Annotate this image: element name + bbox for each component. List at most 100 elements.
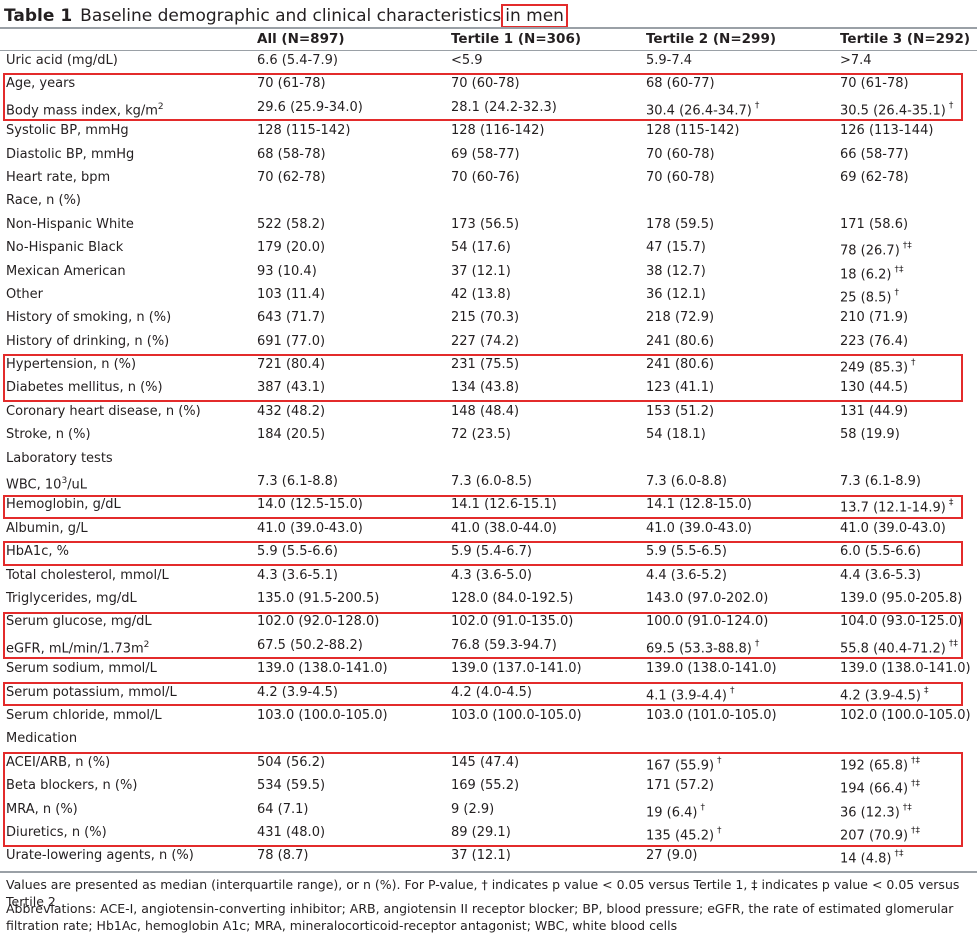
row-label: eGFR, mL/min/1.73m2	[6, 634, 149, 661]
row-label: Beta blockers, n (%)	[6, 774, 137, 797]
values-note: Values are presented as median (interqua…	[6, 877, 960, 909]
cell-value: 37 (12.1)	[451, 263, 511, 279]
cell-value: 5.9 (5.4-6.7)	[451, 544, 532, 560]
cell-value: 18 (6.2)	[840, 266, 892, 282]
cell-value: 30.5 (26.4-35.1)	[840, 103, 946, 119]
row-label-text: Heart rate, bpm	[6, 169, 111, 185]
table-row: Serum chloride, mmol/L 103.0 (100.0-105.0…	[0, 704, 977, 727]
row-label-text: Serum sodium, mmol/L	[6, 661, 157, 677]
significance-mark: †	[700, 802, 706, 813]
header-cell-tertile-3: Tertile 3 (N=292)	[840, 31, 971, 47]
table-row: ACEI/ARB, n (%) 504 (56.2) 145 (47.4) 167 (…	[0, 751, 977, 774]
value-cell: 139.0 (95.0-205.8)	[840, 587, 962, 610]
value-cell: 69.5 (53.3-88.8) †	[646, 634, 759, 661]
cell-value: 167 (55.9)	[646, 758, 715, 774]
table-caption: Baseline demographic and clinical charac…	[80, 6, 502, 26]
cell-value: 721 (80.4)	[257, 357, 326, 373]
value-cell: 70 (60-78)	[646, 143, 715, 166]
row-label-text: History of drinking, n (%)	[6, 333, 170, 349]
row-label-superscript: 2	[157, 101, 164, 112]
table-row: Hemoglobin, g/dL 14.0 (12.5-15.0) 14.1 (12…	[0, 493, 977, 516]
cell-value: 13.7 (12.1-14.9)	[840, 500, 946, 516]
value-cell: 70 (61-78)	[257, 72, 326, 95]
value-cell: 169 (55.2)	[451, 774, 519, 797]
table-body: Uric acid (mg/dL) 6.6 (5.4-7.9) <5.9 5.9-7.…	[0, 49, 977, 868]
cell-value: 76.8 (59.3-94.7)	[451, 637, 557, 653]
cell-value: 70 (60-78)	[646, 146, 715, 162]
cell-value: 36 (12.1)	[646, 286, 706, 302]
value-cell: 432 (48.2)	[257, 400, 325, 423]
cell-value: 5.9 (5.5-6.5)	[646, 544, 727, 560]
row-label-text: History of smoking, n (%)	[6, 310, 172, 326]
table-title: Table 1 Baseline demographic and clinical…	[4, 4, 568, 30]
value-cell: 4.2 (3.9-4.5) ‡	[840, 681, 929, 708]
table-row: Race, n (%)	[0, 189, 977, 212]
cell-value: 139.0 (138.0-141.0)	[840, 661, 971, 677]
cell-value: 6.6 (5.4-7.9)	[257, 53, 338, 68]
row-label: Diabetes mellitus, n (%)	[6, 376, 163, 399]
row-label: Body mass index, kg/m2	[6, 96, 164, 123]
value-cell: 78 (26.7) †‡	[840, 236, 912, 263]
cell-value: 103.0 (101.0-105.0)	[646, 707, 777, 723]
cell-value: 7.3 (6.1-8.9)	[840, 474, 921, 490]
cell-value: 231 (75.5)	[451, 357, 520, 373]
value-cell: 41.0 (39.0-43.0)	[840, 517, 946, 540]
row-label-text: HbA1c, %	[6, 544, 69, 560]
value-cell: 210 (71.9)	[840, 306, 908, 329]
cell-value: 4.1 (3.9-4.4)	[646, 687, 727, 703]
value-cell: 522 (58.2)	[257, 213, 325, 236]
row-label: Heart rate, bpm	[6, 166, 110, 189]
value-cell: 178 (59.5)	[646, 213, 714, 236]
value-cell: 139.0 (137.0-141.0)	[451, 657, 582, 680]
value-cell: 135.0 (91.5-200.5)	[257, 587, 379, 610]
cell-value: 135 (45.2)	[646, 828, 715, 844]
cell-value: 123 (41.1)	[646, 380, 715, 396]
cell-value: 29.6 (25.9-34.0)	[257, 99, 363, 115]
cell-value: 28.1 (24.2-32.3)	[451, 99, 557, 115]
row-label-text: Triglycerides, mg/dL	[6, 590, 137, 606]
value-cell: 68 (60-77)	[646, 72, 715, 95]
significance-mark: ‡	[924, 685, 929, 696]
value-cell: 131 (44.9)	[840, 400, 908, 423]
value-cell: 28.1 (24.2-32.3)	[451, 96, 557, 119]
cell-value: 7.3 (6.1-8.8)	[257, 474, 338, 490]
cell-value: 42 (13.8)	[451, 286, 511, 302]
cell-value: 78 (26.7)	[840, 243, 900, 259]
cell-value: 14.1 (12.8-15.0)	[646, 497, 752, 513]
header-cell-tertile-1: Tertile 1 (N=306)	[451, 31, 582, 47]
row-label: Diastolic BP, mmHg	[6, 143, 134, 166]
cell-value: 41.0 (39.0-43.0)	[646, 520, 752, 536]
row-label: Serum chloride, mmol/L	[6, 704, 162, 727]
table-row: Medication	[0, 727, 977, 750]
value-cell: 36 (12.1)	[646, 283, 706, 306]
value-cell: 69 (62-78)	[840, 166, 909, 189]
value-cell: 148 (48.4)	[451, 400, 519, 423]
cell-value: 70 (60-78)	[646, 169, 715, 185]
row-label-tail: /uL	[67, 477, 88, 493]
row-label-text: Urate-lowering agents, n (%)	[6, 848, 194, 864]
value-cell: 227 (74.2)	[451, 330, 519, 353]
value-cell: 36 (12.3) †‡	[840, 798, 912, 825]
value-cell: 102.0 (100.0-105.0)	[840, 704, 971, 727]
cell-value: 102.0 (91.0-135.0)	[451, 614, 574, 630]
cell-value: 192 (65.8)	[840, 758, 909, 774]
table-row: Systolic BP, mmHg 128 (115-142) 128 (116-1…	[0, 119, 977, 142]
value-cell: 102.0 (91.0-135.0)	[451, 610, 573, 633]
table-row: Hypertension, n (%) 721 (80.4) 231 (75.5) 2…	[0, 353, 977, 376]
significance-mark: †‡	[894, 849, 904, 860]
value-cell: 70 (60-78)	[451, 72, 520, 95]
cell-value: 179 (20.0)	[257, 240, 326, 256]
cell-value: 19 (6.4)	[646, 804, 698, 820]
value-cell: 192 (65.8) †‡	[840, 751, 920, 778]
row-label: History of drinking, n (%)	[6, 330, 169, 353]
value-cell: 29.6 (25.9-34.0)	[257, 96, 363, 119]
value-cell: 38 (12.7)	[646, 260, 706, 283]
value-cell: 103 (11.4)	[257, 283, 325, 306]
cell-value: 218 (72.9)	[646, 310, 715, 326]
value-cell: 72 (23.5)	[451, 423, 511, 446]
table-row: Laboratory tests	[0, 447, 977, 470]
value-cell: 128 (115-142)	[257, 119, 350, 142]
cell-value: 70 (60-76)	[451, 169, 520, 185]
cell-value: 7.3 (6.0-8.8)	[646, 474, 727, 490]
table-row: History of smoking, n (%) 643 (71.7) 215 (…	[0, 306, 977, 329]
